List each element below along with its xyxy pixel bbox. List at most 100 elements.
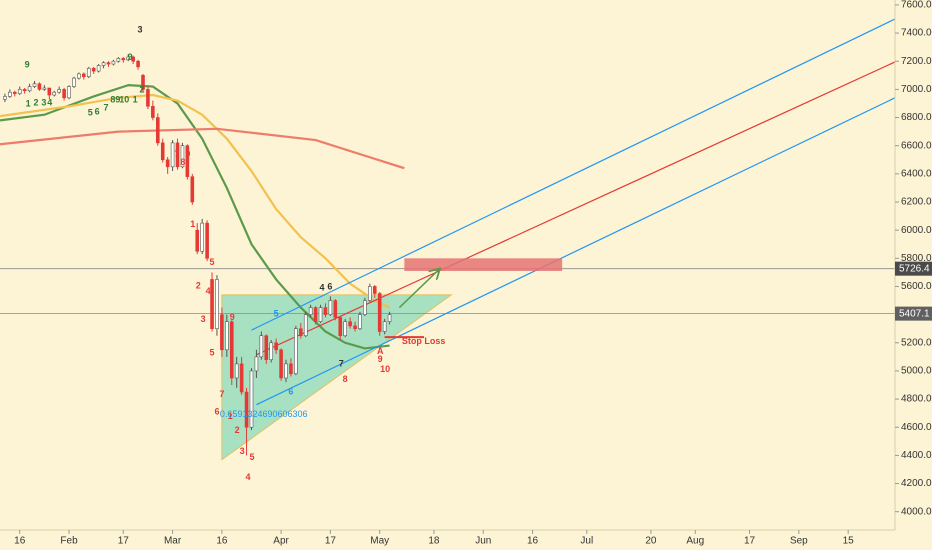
arrow — [398, 270, 438, 309]
candle-body — [91, 67, 96, 72]
x-tick-label: Aug — [686, 536, 704, 547]
candle-body — [254, 356, 259, 372]
candle-body — [210, 279, 214, 329]
x-tick-label: 16 — [216, 536, 228, 547]
x-tick-label: 17 — [118, 536, 130, 547]
annotation: 3 — [240, 446, 245, 456]
candle-body — [32, 83, 37, 87]
candle-body — [298, 328, 303, 337]
x-tick-label: May — [370, 536, 389, 547]
candle-body — [170, 142, 175, 168]
candle-body — [308, 307, 313, 315]
candle-body — [274, 342, 278, 351]
annotation: 4 — [206, 286, 211, 296]
annotation: 5 — [274, 308, 279, 318]
candle-body — [259, 335, 264, 358]
candle-body — [229, 321, 234, 379]
annotation: 2 — [33, 97, 38, 107]
candle-body — [333, 300, 338, 318]
annotation: 2 — [196, 280, 201, 290]
candle-body — [62, 89, 66, 99]
candle-body — [294, 328, 298, 375]
candle-body — [52, 91, 57, 96]
y-tick-label: 7000.0 — [901, 84, 932, 95]
annotation: 5 — [210, 257, 215, 267]
y-tick-label: 6000.0 — [901, 225, 932, 236]
annotation: 2 — [140, 84, 145, 94]
candle-body — [353, 325, 357, 329]
candle-body — [180, 145, 185, 168]
candle-body — [338, 317, 343, 337]
x-tick-label: Mar — [164, 536, 182, 547]
annotation: 9 — [378, 354, 383, 364]
annotation: 7 — [175, 149, 180, 159]
annotation: 6 — [214, 406, 219, 416]
x-tick-label: Jun — [475, 536, 491, 547]
annotation: 9 — [185, 149, 190, 159]
price-label: 5407.1 — [899, 308, 930, 319]
y-tick-label: 4000.0 — [901, 506, 932, 517]
annotation: 3 — [41, 97, 46, 107]
annotation: 7 — [104, 102, 109, 112]
candle-body — [3, 96, 7, 100]
candle-body — [8, 91, 12, 97]
candle-body — [175, 142, 180, 168]
candle-body — [244, 391, 249, 428]
y-tick-label: 5000.0 — [901, 366, 932, 377]
candle-body — [42, 87, 47, 90]
annotation: 6 — [327, 281, 332, 291]
candle-body — [284, 363, 288, 379]
annotation: A — [377, 346, 384, 356]
candle-body — [47, 87, 52, 96]
candle-body — [111, 60, 116, 65]
candle-body — [249, 370, 254, 428]
y-tick-label: 4800.0 — [901, 394, 932, 405]
y-tick-label: 4400.0 — [901, 450, 932, 461]
target-zone — [404, 258, 563, 271]
x-tick-label: Feb — [60, 536, 78, 547]
candle-body — [318, 307, 323, 322]
candle-body — [195, 229, 200, 252]
annotation: 1 — [190, 219, 195, 229]
candle-body — [368, 286, 372, 301]
annotation: 8 — [110, 94, 115, 104]
candle-body — [328, 300, 333, 315]
candle-body — [205, 222, 209, 259]
trend-line — [256, 97, 895, 406]
candle-body — [279, 349, 283, 379]
y-tick-label: 6200.0 — [901, 197, 932, 208]
candle-body — [17, 89, 22, 94]
candle-body — [303, 314, 308, 337]
candle-body — [57, 89, 61, 93]
y-tick-label: 4200.0 — [901, 478, 932, 489]
annotation: 5 — [88, 107, 93, 117]
candle-body — [101, 62, 106, 66]
y-tick-label: 4600.0 — [901, 422, 932, 433]
y-tick-label: 7600.0 — [901, 0, 932, 11]
candle-body — [151, 105, 155, 118]
candle-body — [160, 142, 165, 161]
y-tick-label: 7200.0 — [901, 56, 932, 67]
candle-body — [348, 321, 352, 327]
candle-body — [96, 65, 101, 72]
candle-body — [234, 363, 239, 379]
candle-body — [27, 86, 32, 92]
candle-body — [72, 77, 76, 87]
annotation: 10 — [380, 364, 390, 374]
candle-body — [12, 91, 17, 94]
candle-body — [313, 307, 318, 322]
candle-body — [22, 89, 27, 92]
annotation: 5 — [210, 347, 215, 357]
x-tick-label: Apr — [273, 536, 289, 547]
candle-body — [131, 56, 135, 62]
moving-average — [0, 127, 405, 170]
candle-body — [382, 321, 387, 332]
annotation: 0.6591324690606306 — [220, 409, 308, 419]
candle-body — [343, 321, 347, 337]
annotation: 8 — [343, 374, 348, 384]
annotation: 4 — [246, 472, 251, 482]
candle-body — [264, 335, 269, 360]
